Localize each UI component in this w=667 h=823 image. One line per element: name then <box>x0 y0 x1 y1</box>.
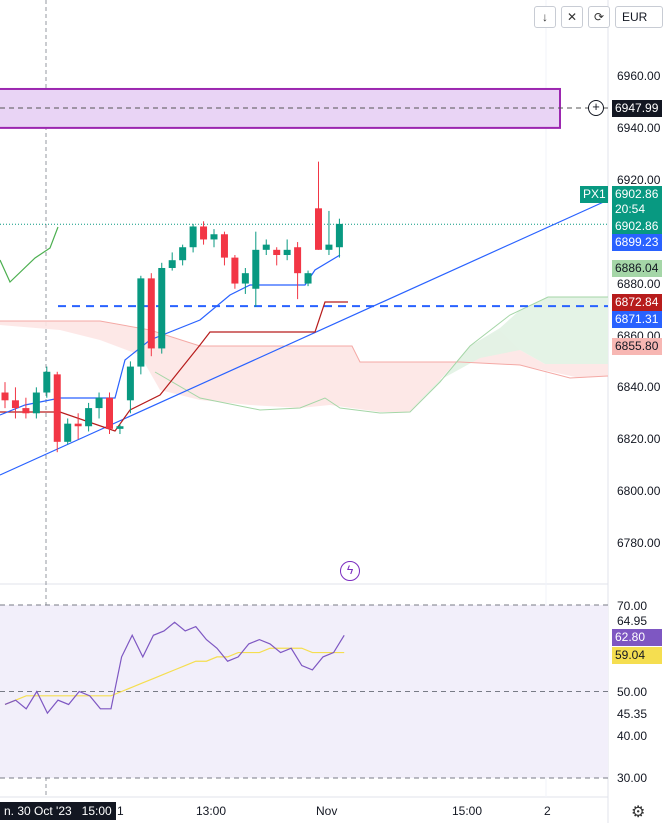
symbol-tag: PX1 <box>580 186 608 203</box>
time-tick: 13:00 <box>196 804 227 818</box>
last-price-tag: 6902.86 <box>612 186 662 203</box>
reset-button[interactable]: ⟳ <box>588 6 610 28</box>
arrow-down-icon: ↓ <box>542 10 548 24</box>
candle-body <box>210 234 218 240</box>
lightning-icon[interactable]: ϟ <box>340 561 360 581</box>
rsi-tick: 64.95 <box>617 614 648 628</box>
rsi-value-tag: 62.80 <box>612 629 662 646</box>
candle-body <box>106 397 113 429</box>
candle-body <box>252 249 260 289</box>
cloud-bottom-tag: 6855.80 <box>612 338 662 355</box>
candle-body <box>147 278 155 349</box>
lagging-span-green <box>0 226 59 284</box>
price-tick: 6800.00 <box>617 484 661 498</box>
time-tick: 1 <box>117 804 124 818</box>
crosshair-time-label: n. 30 Oct '23 15:00 <box>0 802 116 820</box>
price-tick: 6840.00 <box>617 380 661 394</box>
candle-body <box>315 208 322 250</box>
collapse-icon: ✕ <box>566 10 578 24</box>
candle-body <box>231 257 239 284</box>
candle-body <box>53 374 61 442</box>
price-tick: 6940.00 <box>617 121 661 135</box>
zone-price-tag: 6947.99 <box>612 100 662 117</box>
candle-body <box>116 426 124 429</box>
cloud-red-edge <box>0 320 609 379</box>
red-level-tag: 6872.84 <box>612 294 662 311</box>
candle-body <box>241 273 249 284</box>
blue-ma-tag: 6899.23 <box>612 234 662 251</box>
price-tick: 6920.00 <box>617 173 661 187</box>
currency-selector[interactable]: EUR <box>615 6 663 28</box>
candle-body <box>273 249 281 256</box>
candle-body <box>283 249 291 256</box>
chart-toolbar: ↓ ✕ ⟳ EUR <box>534 6 663 28</box>
candle-body <box>325 244 333 250</box>
currency-label: EUR <box>622 10 648 24</box>
price-tick: 6820.00 <box>617 432 661 446</box>
rsi-tick: 40.00 <box>617 729 648 743</box>
reset-icon: ⟳ <box>593 10 605 24</box>
settings-gear-icon[interactable]: ⚙ <box>631 804 646 821</box>
rsi-pane <box>0 604 608 779</box>
candle-body <box>220 234 228 258</box>
candle-body <box>85 408 93 427</box>
time-tick: 15:00 <box>452 804 483 818</box>
dashed-level-tag: 6871.31 <box>612 311 662 328</box>
rsi-tick: 45.35 <box>617 707 648 721</box>
candle-body <box>126 366 134 401</box>
ichimoku-cloud-green <box>408 297 608 412</box>
last-price-tag-2: 6902.86 <box>612 218 662 235</box>
rsi-ma-line <box>4 647 345 706</box>
candle-body <box>22 408 30 414</box>
collapse-button[interactable]: ✕ <box>561 6 583 28</box>
candle-body <box>158 267 166 349</box>
rsi-ma-tag: 59.04 <box>612 647 662 664</box>
rsi-tick: 50.00 <box>617 685 648 699</box>
time-tick: Nov <box>316 804 338 818</box>
candle-body <box>335 223 343 248</box>
countdown-tag: 20:54 <box>612 201 662 218</box>
candle-body <box>189 226 197 248</box>
candle-body <box>43 371 51 393</box>
rsi-line <box>4 621 345 715</box>
trend-line <box>0 199 609 476</box>
time-tick: 2 <box>544 804 551 818</box>
candle-body <box>304 273 312 284</box>
rsi-tick: 70.00 <box>617 599 648 613</box>
candle-body <box>32 392 40 414</box>
candle-body <box>168 260 176 268</box>
candle-body <box>200 226 208 240</box>
candle-body <box>1 392 9 401</box>
price-tick: 6780.00 <box>617 536 661 550</box>
candle-body <box>179 247 187 261</box>
add-alert-icon[interactable]: + <box>588 100 604 116</box>
candle-body <box>74 423 82 427</box>
candle-body <box>95 397 103 409</box>
price-tick: 6880.00 <box>617 277 661 291</box>
green-level-tag: 6886.04 <box>612 260 662 277</box>
candlestick-series <box>1 161 343 453</box>
candle-body <box>262 244 270 250</box>
candle-body <box>294 247 302 274</box>
cloud-green-edge <box>154 296 608 414</box>
price-tick: 6960.00 <box>617 69 661 83</box>
candle-body <box>11 400 19 409</box>
rsi-tick: 30.00 <box>617 771 648 785</box>
candle-body <box>64 423 72 442</box>
scroll-down-button[interactable]: ↓ <box>534 6 556 28</box>
candle-body <box>137 278 145 367</box>
